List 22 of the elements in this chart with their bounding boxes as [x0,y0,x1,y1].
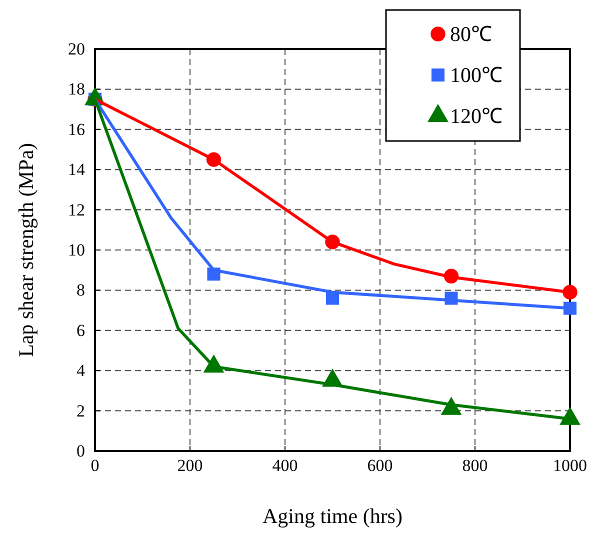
y-tick-label: 4 [76,361,86,380]
x-tick-label: 1000 [553,456,587,476]
y-tick-label: 6 [76,320,85,340]
x-tick-label: 600 [367,456,393,476]
y-tick-label: 16 [68,120,85,139]
y-tick-label: 2 [76,401,85,420]
x-tick-label: 800 [462,456,488,476]
y-tick-label: 12 [68,200,85,220]
x-tick-label: 400 [272,456,298,476]
legend-label: 120℃ [450,104,502,128]
y-axis-title: Lap shear strength (MPa) [14,142,38,358]
y-tick-label: 18 [68,80,85,99]
legend-label: 80℃ [450,22,492,46]
x-tick-label: 200 [177,456,203,476]
y-tick-label: 20 [68,39,85,58]
x-tick-label: 0 [90,456,100,476]
y-tick-label: 14 [68,160,86,180]
y-tick-label: 0 [76,441,85,460]
y-tick-label: 10 [68,240,85,260]
x-axis-title: Aging time (hrs) [262,504,402,528]
legend-label: 100℃ [450,63,502,87]
y-tick-label: 8 [76,280,85,300]
